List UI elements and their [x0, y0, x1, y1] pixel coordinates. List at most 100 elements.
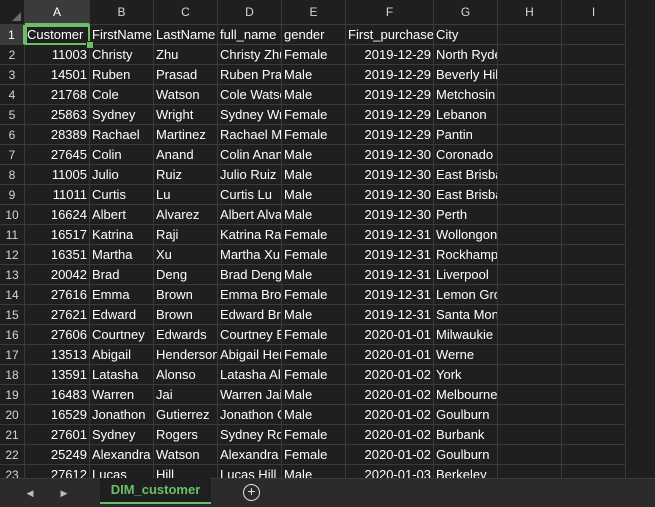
column-header-e[interactable]: E [282, 0, 346, 25]
cell-g22[interactable]: Goulburn [434, 445, 498, 465]
cell-d23[interactable]: Lucas Hill [218, 465, 282, 478]
cell-f16[interactable]: 2020-01-01 [346, 325, 434, 345]
cell-g6[interactable]: Pantin [434, 125, 498, 145]
row-header[interactable]: 14 [0, 285, 25, 305]
cell-e19[interactable]: Male [282, 385, 346, 405]
cell-c5[interactable]: Wright [154, 105, 218, 125]
cell-g17[interactable]: Werne [434, 345, 498, 365]
cell-a23[interactable]: 27612 [25, 465, 90, 478]
column-header-h[interactable]: H [498, 0, 562, 25]
cell-g7[interactable]: Coronado [434, 145, 498, 165]
cell-f22[interactable]: 2020-01-02 [346, 445, 434, 465]
cell-f1[interactable]: First_purchase [346, 25, 434, 45]
cell-f21[interactable]: 2020-01-02 [346, 425, 434, 445]
cell-i7[interactable] [562, 145, 626, 165]
cell-b18[interactable]: Latasha [90, 365, 154, 385]
row-header[interactable]: 21 [0, 425, 25, 445]
cell-b14[interactable]: Emma [90, 285, 154, 305]
cell-i19[interactable] [562, 385, 626, 405]
row-header[interactable]: 8 [0, 165, 25, 185]
cell-f17[interactable]: 2020-01-01 [346, 345, 434, 365]
cell-f15[interactable]: 2019-12-31 [346, 305, 434, 325]
cell-h6[interactable] [498, 125, 562, 145]
cell-b5[interactable]: Sydney [90, 105, 154, 125]
cell-c14[interactable]: Brown [154, 285, 218, 305]
row-header[interactable]: 22 [0, 445, 25, 465]
cell-d21[interactable]: Sydney Rogers [218, 425, 282, 445]
cell-d4[interactable]: Cole Watson [218, 85, 282, 105]
cell-f3[interactable]: 2019-12-29 [346, 65, 434, 85]
cell-b11[interactable]: Katrina [90, 225, 154, 245]
cell-b3[interactable]: Ruben [90, 65, 154, 85]
cell-b21[interactable]: Sydney [90, 425, 154, 445]
cell-b1[interactable]: FirstName [90, 25, 154, 45]
cell-a11[interactable]: 16517 [25, 225, 90, 245]
cell-h23[interactable] [498, 465, 562, 478]
cell-b16[interactable]: Courtney [90, 325, 154, 345]
fill-handle[interactable] [86, 41, 94, 49]
cell-e9[interactable]: Male [282, 185, 346, 205]
cell-a9[interactable]: 11011 [25, 185, 90, 205]
cell-i2[interactable] [562, 45, 626, 65]
cell-c16[interactable]: Edwards [154, 325, 218, 345]
cell-i5[interactable] [562, 105, 626, 125]
cell-e4[interactable]: Male [282, 85, 346, 105]
column-header-f[interactable]: F [346, 0, 434, 25]
cell-d8[interactable]: Julio Ruiz [218, 165, 282, 185]
cell-f10[interactable]: 2019-12-30 [346, 205, 434, 225]
cell-f11[interactable]: 2019-12-31 [346, 225, 434, 245]
cell-a4[interactable]: 21768 [25, 85, 90, 105]
cell-g14[interactable]: Lemon Grove [434, 285, 498, 305]
cell-a7[interactable]: 27645 [25, 145, 90, 165]
cell-i6[interactable] [562, 125, 626, 145]
cell-f7[interactable]: 2019-12-30 [346, 145, 434, 165]
cell-a13[interactable]: 20042 [25, 265, 90, 285]
cell-i13[interactable] [562, 265, 626, 285]
cell-d17[interactable]: Abigail Henderson [218, 345, 282, 365]
cell-a6[interactable]: 28389 [25, 125, 90, 145]
row-header[interactable]: 20 [0, 405, 25, 425]
cell-e6[interactable]: Female [282, 125, 346, 145]
cell-h14[interactable] [498, 285, 562, 305]
cell-d7[interactable]: Colin Anand [218, 145, 282, 165]
cell-f6[interactable]: 2019-12-29 [346, 125, 434, 145]
cell-d3[interactable]: Ruben Prasad [218, 65, 282, 85]
cell-d22[interactable]: Alexandra Watson [218, 445, 282, 465]
row-header[interactable]: 11 [0, 225, 25, 245]
cell-d12[interactable]: Martha Xu [218, 245, 282, 265]
cell-g4[interactable]: Metchosin [434, 85, 498, 105]
cell-c2[interactable]: Zhu [154, 45, 218, 65]
cell-b15[interactable]: Edward [90, 305, 154, 325]
cell-i14[interactable] [562, 285, 626, 305]
cell-i10[interactable] [562, 205, 626, 225]
row-header[interactable]: 10 [0, 205, 25, 225]
cell-c11[interactable]: Raji [154, 225, 218, 245]
cell-a14[interactable]: 27616 [25, 285, 90, 305]
row-header[interactable]: 2 [0, 45, 25, 65]
cell-a19[interactable]: 16483 [25, 385, 90, 405]
cell-h18[interactable] [498, 365, 562, 385]
cell-h7[interactable] [498, 145, 562, 165]
cell-g20[interactable]: Goulburn [434, 405, 498, 425]
cell-h16[interactable] [498, 325, 562, 345]
cell-a5[interactable]: 25863 [25, 105, 90, 125]
cell-i8[interactable] [562, 165, 626, 185]
cell-e16[interactable]: Female [282, 325, 346, 345]
cell-g12[interactable]: Rockhampton [434, 245, 498, 265]
cell-a2[interactable]: 11003 [25, 45, 90, 65]
cell-e22[interactable]: Female [282, 445, 346, 465]
cell-f8[interactable]: 2019-12-30 [346, 165, 434, 185]
cell-d16[interactable]: Courtney Edwards [218, 325, 282, 345]
cell-h5[interactable] [498, 105, 562, 125]
cell-f5[interactable]: 2019-12-29 [346, 105, 434, 125]
cell-c7[interactable]: Anand [154, 145, 218, 165]
cell-d13[interactable]: Brad Deng [218, 265, 282, 285]
cell-c23[interactable]: Hill [154, 465, 218, 478]
cell-e11[interactable]: Female [282, 225, 346, 245]
cell-c9[interactable]: Lu [154, 185, 218, 205]
cell-c4[interactable]: Watson [154, 85, 218, 105]
cell-g23[interactable]: Berkeley [434, 465, 498, 478]
cell-i12[interactable] [562, 245, 626, 265]
cell-g8[interactable]: East Brisbane [434, 165, 498, 185]
